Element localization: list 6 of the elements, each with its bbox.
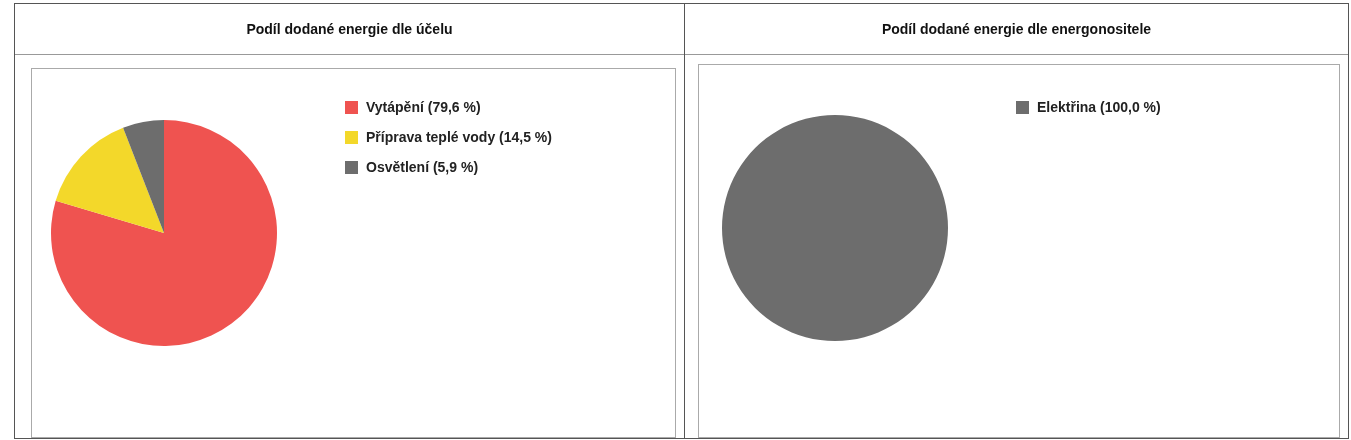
legend-label: Příprava teplé vody (14,5 %) <box>366 128 552 147</box>
chart-title: Podíl dodané energie dle účelu <box>15 4 684 55</box>
legend-label: Elektřina (100,0 %) <box>1037 98 1161 117</box>
legend-label: Vytápění (79,6 %) <box>366 98 481 117</box>
legend-label: Osvětlení (5,9 %) <box>366 158 479 177</box>
chart-title: Podíl dodané energie dle energonositele <box>685 4 1348 55</box>
